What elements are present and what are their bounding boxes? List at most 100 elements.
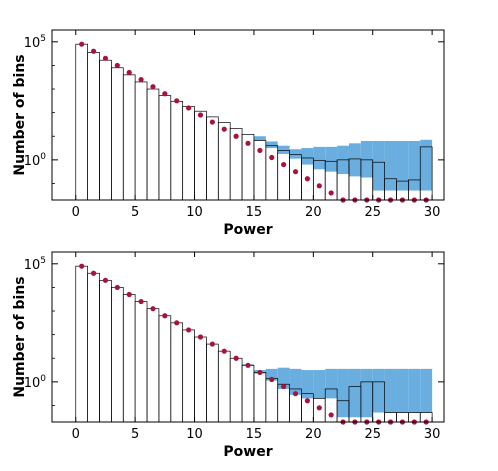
band-segment: [360, 368, 373, 418]
model-point: [328, 190, 334, 196]
model-point: [186, 105, 192, 111]
histogram-bar: [99, 59, 112, 201]
histogram-bar: [134, 301, 148, 423]
band-segment: [265, 141, 278, 149]
x-tick-label: 0: [72, 427, 80, 442]
histogram-bar: [111, 67, 124, 201]
model-point: [221, 348, 227, 354]
x-tick-label: 25: [364, 205, 381, 220]
model-point: [150, 84, 156, 90]
model-point: [138, 298, 144, 305]
histogram-bar: [217, 122, 231, 201]
model-point: [269, 154, 275, 161]
model-point: [79, 263, 85, 269]
histogram-bar: [75, 265, 88, 423]
x-tick-label: 15: [246, 205, 263, 220]
x-tick-label: 30: [424, 427, 441, 442]
model-point: [90, 48, 97, 54]
x-tick-label: 30: [424, 205, 441, 220]
y-tick-label: 100: [24, 152, 47, 169]
plot-frame: [51, 251, 445, 423]
band-segment: [408, 140, 421, 191]
chart-panel-2: 0 5 10 15 20 25 30 105 100 Power Number of bins: [12, 251, 445, 460]
model-point: [292, 391, 299, 397]
band-segment: [301, 148, 314, 165]
band-segment: [301, 370, 314, 399]
model-point: [186, 327, 192, 333]
histogram-bar: [170, 322, 184, 423]
model-point: [292, 169, 299, 175]
histogram-bar: [253, 372, 267, 423]
band-segment: [313, 146, 326, 170]
histogram-bar: [206, 343, 219, 423]
model-point: [233, 355, 239, 361]
histogram-bar: [122, 294, 136, 423]
model-point: [257, 369, 263, 376]
band-segment: [325, 368, 338, 399]
model-point: [281, 161, 287, 168]
x-tick-label: 5: [131, 205, 139, 220]
band-segment: [277, 145, 290, 154]
histogram-bar: [229, 128, 243, 201]
model-point: [304, 398, 310, 404]
histogram-bar: [182, 329, 195, 423]
model-point: [316, 405, 322, 411]
model-point: [209, 341, 215, 347]
band-segment: [372, 368, 385, 413]
model-point: [281, 383, 287, 390]
x-tick-label: 0: [72, 205, 80, 220]
model-point: [245, 140, 251, 146]
histogram-bar: [146, 88, 160, 201]
band-segment: [372, 140, 385, 191]
model-point: [150, 306, 156, 312]
y-axis-label: Number of bins: [12, 54, 28, 175]
y-tick-label: 105: [24, 256, 46, 273]
band-segment: [289, 368, 302, 395]
band-segment: [420, 368, 433, 413]
model-point: [316, 183, 322, 189]
x-tick-label: 20: [305, 427, 322, 442]
band-segment: [408, 368, 421, 413]
histogram-bar: [277, 150, 290, 201]
band-segment: [348, 143, 361, 177]
band-segment: [289, 149, 302, 159]
model-point: [138, 76, 144, 83]
x-tick-label: 10: [186, 427, 203, 442]
histogram-bar: [206, 116, 219, 201]
x-tick-label: 5: [131, 427, 139, 442]
band-segment: [384, 140, 397, 191]
band-segment: [277, 367, 290, 389]
histogram-bar: [99, 279, 112, 423]
histogram-bar: [75, 43, 88, 201]
band-segment: [396, 140, 409, 191]
band-segment: [396, 368, 409, 413]
band-segment: [337, 368, 349, 418]
histogram-bar: [170, 100, 184, 201]
histogram-bar: [87, 52, 100, 201]
band-segment: [384, 368, 397, 413]
model-point: [174, 320, 180, 326]
y-tick-label: 105: [24, 34, 46, 51]
histogram-bar: [229, 357, 243, 423]
histogram-bar: [194, 336, 207, 423]
model-point: [269, 376, 275, 383]
histogram-bar: [289, 154, 302, 201]
histogram-bar: [146, 308, 160, 423]
band-segment: [360, 140, 373, 178]
model-point: [304, 176, 310, 182]
model-point: [245, 362, 251, 368]
plot-frame: [51, 29, 445, 201]
model-point: [197, 112, 204, 118]
histogram-bar: [217, 350, 231, 423]
x-tick-label: 15: [246, 427, 263, 442]
model-point: [126, 291, 132, 298]
y-axis-label: Number of bins: [12, 276, 28, 397]
histogram-bar: [158, 95, 172, 201]
model-point: [328, 412, 334, 418]
band-segment: [420, 139, 433, 191]
x-tick-label: 20: [305, 205, 322, 220]
model-point: [114, 284, 120, 291]
model-point: [233, 133, 239, 139]
histogram-bar: [265, 145, 279, 201]
